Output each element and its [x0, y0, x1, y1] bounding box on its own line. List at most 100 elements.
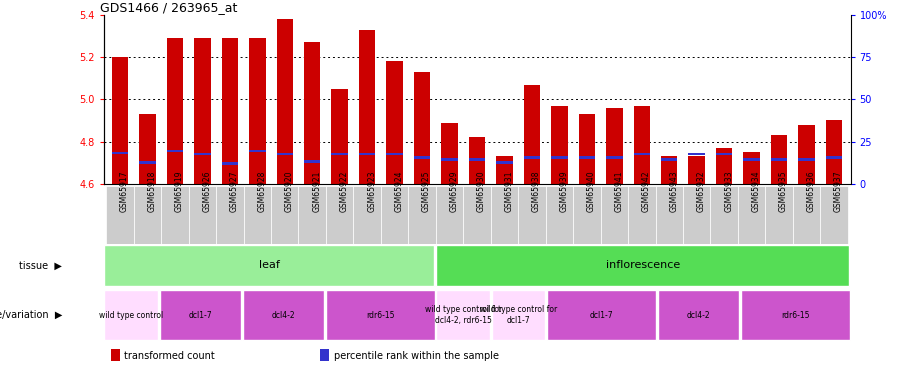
Bar [386, 153, 403, 156]
Text: tissue  ▶: tissue ▶ [19, 260, 62, 270]
Text: GSM65937: GSM65937 [834, 171, 843, 212]
Bar [551, 156, 568, 159]
Text: GSM65936: GSM65936 [806, 171, 815, 212]
Bar [496, 156, 513, 184]
Text: inflorescence: inflorescence [606, 260, 680, 270]
Bar [491, 290, 545, 340]
Bar [496, 161, 513, 164]
Text: GSM65927: GSM65927 [230, 171, 238, 212]
Bar [331, 153, 348, 156]
Bar [661, 156, 678, 184]
Text: GSM65926: GSM65926 [202, 171, 211, 212]
Bar [104, 290, 158, 340]
Bar [628, 186, 655, 244]
Bar [573, 186, 600, 244]
Bar [271, 186, 299, 244]
Bar [469, 158, 485, 161]
Text: GSM65925: GSM65925 [422, 171, 431, 212]
Bar [326, 186, 354, 244]
Bar [551, 106, 568, 184]
Bar [304, 160, 320, 163]
Text: wild type control for
dcl4-2, rdr6-15: wild type control for dcl4-2, rdr6-15 [425, 305, 502, 325]
Bar [304, 42, 320, 184]
Bar [104, 244, 434, 286]
Bar [189, 186, 216, 244]
Bar [826, 120, 842, 184]
Bar [743, 158, 760, 161]
Bar [771, 158, 788, 161]
Bar [683, 186, 710, 244]
Text: rdr6-15: rdr6-15 [366, 310, 394, 320]
Bar [545, 186, 573, 244]
Text: dcl4-2: dcl4-2 [272, 310, 295, 320]
Text: leaf: leaf [259, 260, 280, 270]
Bar [547, 290, 656, 340]
Bar [738, 186, 765, 244]
Text: GSM65931: GSM65931 [505, 171, 514, 212]
Bar [441, 123, 458, 184]
Bar [743, 152, 760, 184]
Bar [194, 38, 211, 184]
Text: dcl1-7: dcl1-7 [188, 310, 212, 320]
Text: GSM65922: GSM65922 [339, 171, 348, 212]
Text: wild type control for
dcl1-7: wild type control for dcl1-7 [480, 305, 557, 325]
Bar [436, 290, 490, 340]
Text: GSM65918: GSM65918 [148, 171, 157, 212]
Bar [134, 186, 161, 244]
Text: GSM65921: GSM65921 [312, 171, 321, 212]
Bar [469, 137, 485, 184]
Bar [414, 156, 430, 159]
Text: GSM65935: GSM65935 [779, 171, 788, 212]
Text: GSM65929: GSM65929 [449, 171, 458, 212]
Bar [409, 186, 436, 244]
Bar [140, 161, 156, 164]
Bar [441, 158, 458, 161]
Bar [112, 57, 128, 184]
Bar [386, 62, 403, 184]
Bar [793, 186, 820, 244]
Text: dcl1-7: dcl1-7 [590, 310, 613, 320]
Text: GSM65923: GSM65923 [367, 171, 376, 212]
Bar [359, 153, 375, 156]
Bar [655, 186, 683, 244]
Bar [221, 38, 239, 184]
Text: GSM65943: GSM65943 [670, 171, 679, 212]
Text: GSM65941: GSM65941 [615, 171, 624, 212]
Bar [249, 150, 266, 152]
Bar [634, 106, 650, 184]
Bar [826, 156, 842, 159]
Bar [414, 72, 430, 184]
Bar [464, 186, 490, 244]
Bar [140, 114, 156, 184]
Bar [221, 162, 239, 165]
Text: GSM65942: GSM65942 [642, 171, 651, 212]
Bar [320, 349, 329, 361]
Text: GSM65934: GSM65934 [752, 171, 760, 212]
Bar [716, 148, 733, 184]
Text: GSM65920: GSM65920 [284, 171, 293, 212]
Text: GSM65917: GSM65917 [120, 171, 129, 212]
Bar [106, 186, 134, 244]
Bar [798, 158, 814, 161]
Bar [524, 85, 540, 184]
Text: GDS1466 / 263965_at: GDS1466 / 263965_at [100, 1, 237, 14]
Text: GSM65933: GSM65933 [724, 171, 733, 212]
Bar [491, 186, 518, 244]
Bar [299, 186, 326, 244]
Text: transformed count: transformed count [124, 351, 215, 361]
Bar [518, 186, 545, 244]
Bar [166, 38, 183, 184]
Bar [161, 186, 189, 244]
Text: genotype/variation  ▶: genotype/variation ▶ [0, 310, 62, 320]
Bar [111, 349, 120, 361]
Text: GSM65932: GSM65932 [697, 171, 706, 212]
Text: percentile rank within the sample: percentile rank within the sample [334, 351, 499, 361]
Bar [381, 186, 409, 244]
Bar [771, 135, 788, 184]
Bar [634, 153, 650, 156]
Bar [579, 156, 595, 159]
Bar [524, 156, 540, 159]
Text: rdr6-15: rdr6-15 [781, 310, 809, 320]
Bar [710, 186, 738, 244]
Text: GSM65930: GSM65930 [477, 171, 486, 212]
